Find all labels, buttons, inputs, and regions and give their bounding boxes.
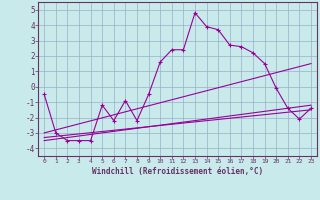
X-axis label: Windchill (Refroidissement éolien,°C): Windchill (Refroidissement éolien,°C) xyxy=(92,167,263,176)
